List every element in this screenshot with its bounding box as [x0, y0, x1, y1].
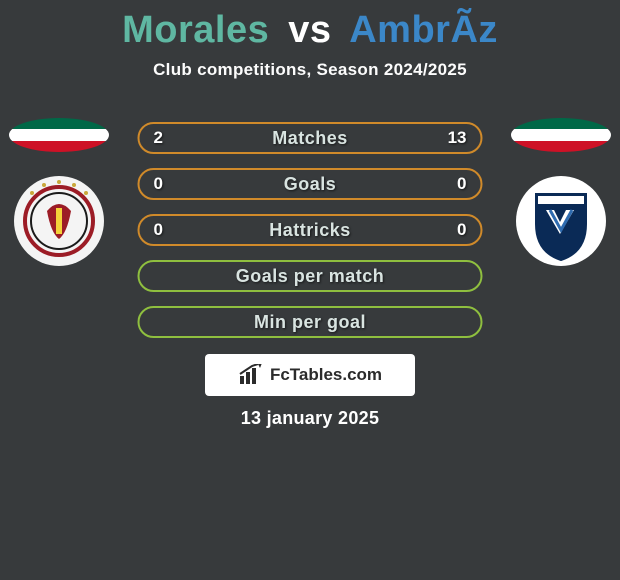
flag-left [9, 118, 109, 152]
team-left-column [4, 118, 114, 266]
title-player1: Morales [122, 9, 269, 51]
crest-right-icon [516, 176, 606, 266]
stat-row-hattricks: 0 Hattricks 0 [138, 214, 483, 246]
stat-label: Matches [272, 128, 348, 149]
stat-left-value: 2 [154, 128, 163, 148]
flag-left-stripe-1 [9, 118, 109, 129]
subtitle: Club competitions, Season 2024/2025 [0, 60, 620, 80]
stat-label: Hattricks [269, 220, 351, 241]
stat-left-value: 0 [154, 220, 163, 240]
crest-left-icon [14, 176, 104, 266]
stat-row-goals-per-match: Goals per match [138, 260, 483, 292]
stat-right-value: 0 [457, 220, 466, 240]
stat-label: Min per goal [254, 312, 366, 333]
page-title: Morales vs AmbrÃ­z [0, 0, 620, 54]
title-vs: vs [288, 9, 331, 51]
stat-right-value: 0 [457, 174, 466, 194]
flag-right [511, 118, 611, 152]
stats-panel: 2 Matches 13 0 Goals 0 0 Hattricks 0 Goals per ma… [138, 122, 483, 338]
stat-label: Goals per match [236, 266, 385, 287]
brand-box[interactable]: FcTables.com [205, 354, 415, 396]
stat-right-value: 13 [448, 128, 467, 148]
stat-row-goals: 0 Goals 0 [138, 168, 483, 200]
stat-row-matches: 2 Matches 13 [138, 122, 483, 154]
crest-left [14, 176, 104, 266]
team-right-column [506, 118, 616, 266]
stat-row-min-per-goal: Min per goal [138, 306, 483, 338]
brand-text: FcTables.com [270, 365, 382, 385]
bar-chart-icon [238, 364, 264, 386]
stat-left-value: 0 [154, 174, 163, 194]
date-line: 13 january 2025 [0, 408, 620, 429]
flag-right-stripe-1 [511, 118, 611, 129]
stat-label: Goals [284, 174, 337, 195]
title-player2: AmbrÃ­z [349, 9, 498, 51]
flag-right-stripe-3 [511, 141, 611, 152]
crest-right [516, 176, 606, 266]
flag-right-stripe-2 [511, 129, 611, 140]
flag-left-stripe-2 [9, 129, 109, 140]
flag-left-stripe-3 [9, 141, 109, 152]
